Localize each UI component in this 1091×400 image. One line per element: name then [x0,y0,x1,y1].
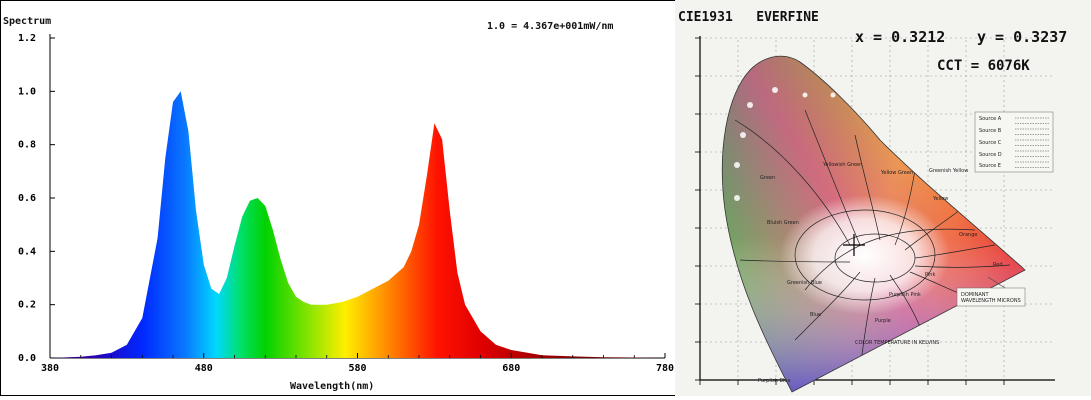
x-tick-label: 780 [656,363,674,374]
legend-source-c: Source C [979,140,1002,146]
scale-annotation: 1.0 = 4.367e+001mW/nm [487,21,614,32]
x-tick-label: 580 [348,363,366,374]
x-tick-label: 380 [41,363,59,374]
cie-x-readout: x = 0.3212 [855,28,946,46]
region-red: Red [993,262,1003,268]
region-pink: Pink [925,272,936,278]
legend-source-d: Source D [979,152,1002,158]
cie-y-readout: y = 0.3237 [977,28,1068,46]
region-bluish-green: Bluish Green [767,220,799,226]
y-tick-label: 1.2 [18,33,36,44]
region-greenish-blue: Greenish Blue [787,280,822,286]
x-axis-label: Wavelength(nm) [290,381,375,392]
y-tick-label: 1.0 [18,86,36,97]
y-tick-label: 0.4 [18,246,36,257]
legend-source-b: Source B [979,128,1002,134]
spectrum-panel: 0.0 0.2 0.4 0.6 0.8 1.0 1.2 380 480 580 680 780 Spe… [0,0,680,396]
region-purplish-blue: Purplish Blue [758,378,791,384]
region-greenish-yellow: Greenish Yellow [929,168,969,174]
spectrum-area [50,91,665,359]
x-tick-label: 680 [502,363,520,374]
region-purplish-pink: Purplish Pink [889,292,921,298]
y-tick-label: 0.0 [18,353,36,364]
region-green: Green [760,175,776,181]
cie-panel: CIE1931 EVERFINE x = 0.3212 y = 0.3237 C… [675,0,1091,396]
wavelength-note: DOMINANT WAVELENGTH MICRONS [961,292,1021,304]
cie-cct-readout: CCT = 6076K [937,58,1030,74]
y-tick-label: 0.8 [18,140,36,151]
legend-source-e: Source E [979,163,1001,169]
color-temp-note: COLOR TEMPERATURE IN KELVINS [855,340,940,346]
cie-title: CIE1931 EVERFINE [678,10,819,25]
spectrum-chart: 0.0 0.2 0.4 0.6 0.8 1.0 1.2 380 480 580 680 780 [0,0,680,396]
region-purple: Purple [875,318,891,324]
chart-title: Spectrum [3,16,52,27]
region-yellow-green: Yellow Green [881,170,914,176]
region-yellow: Yellow [933,196,949,202]
region-yellowish-green: Yellowish Green [823,162,863,168]
y-tick-label: 0.2 [18,300,36,311]
y-tick-label: 0.6 [18,193,36,204]
region-blue: Blue [810,312,822,318]
cie-diagram [675,0,1091,396]
region-orange: Orange [959,232,978,238]
source-legend-box [974,111,1054,173]
x-tick-label: 480 [195,363,213,374]
cie-point-marker [843,234,865,256]
legend-source-a: Source A [979,116,1002,122]
